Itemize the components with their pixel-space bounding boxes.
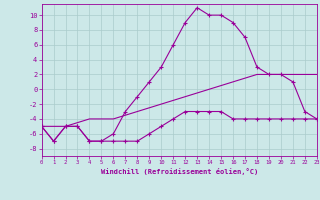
X-axis label: Windchill (Refroidissement éolien,°C): Windchill (Refroidissement éolien,°C) [100,168,258,175]
